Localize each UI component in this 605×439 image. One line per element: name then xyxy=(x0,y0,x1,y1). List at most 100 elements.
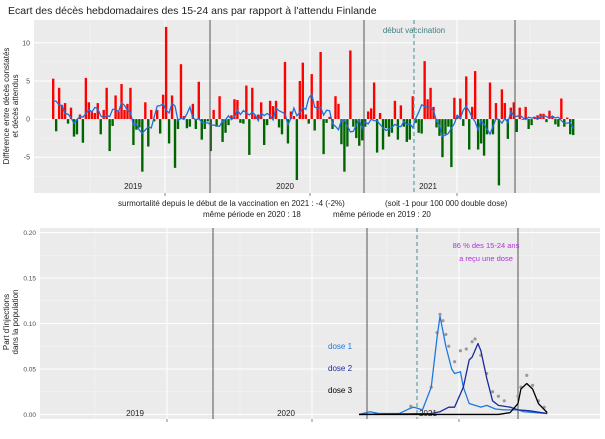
y-tick-label: 0.20 xyxy=(23,230,36,237)
bar xyxy=(132,119,135,145)
data-dot xyxy=(447,344,451,348)
bar xyxy=(450,119,453,168)
bar xyxy=(417,119,420,133)
bar xyxy=(260,102,263,120)
bar xyxy=(242,119,245,124)
bar xyxy=(176,119,180,129)
bar xyxy=(147,119,150,147)
bar xyxy=(262,119,266,145)
bar xyxy=(313,119,316,131)
bar xyxy=(102,109,105,120)
bar xyxy=(87,102,91,120)
bar xyxy=(215,119,218,127)
bar xyxy=(150,109,153,120)
bar xyxy=(248,119,251,155)
bar xyxy=(521,119,524,120)
data-dot xyxy=(490,390,495,394)
bar xyxy=(200,119,203,140)
dose-1-legend-label: dose 1 xyxy=(328,342,353,351)
bar xyxy=(325,119,328,123)
dose-3-line xyxy=(359,382,548,416)
bar xyxy=(69,107,73,120)
year-label: 2021 xyxy=(419,182,437,191)
bar xyxy=(441,119,444,158)
footer-line1-left: surmortalité depuis le début de la vacci… xyxy=(118,199,345,208)
bar xyxy=(352,119,355,127)
bar xyxy=(319,52,322,120)
bar xyxy=(156,109,159,120)
data-dot xyxy=(441,319,445,323)
bar xyxy=(75,119,79,135)
bar xyxy=(426,99,429,120)
bar xyxy=(473,71,477,120)
bar xyxy=(375,119,379,153)
bar xyxy=(340,119,343,145)
bar xyxy=(120,84,123,120)
bar xyxy=(185,119,189,129)
dose-2-legend-label: dose 2 xyxy=(328,364,353,373)
bar xyxy=(230,115,233,120)
bar xyxy=(251,87,254,120)
bar xyxy=(123,109,126,120)
bar xyxy=(167,119,171,144)
chart-title: Ecart des décès hebdomadaires des 15-24 … xyxy=(8,5,377,17)
y-tick-label: 10 xyxy=(22,40,30,47)
bar xyxy=(497,119,501,186)
bar xyxy=(188,119,192,127)
bar xyxy=(527,119,530,129)
bar xyxy=(158,119,162,134)
bar xyxy=(349,50,352,120)
bar xyxy=(414,119,417,123)
bar xyxy=(286,119,290,144)
bar xyxy=(479,119,483,144)
bar xyxy=(530,119,533,126)
bar xyxy=(307,119,310,124)
bar xyxy=(402,119,406,127)
bar xyxy=(554,119,557,125)
bar xyxy=(182,116,186,120)
bar xyxy=(557,119,560,127)
bar xyxy=(316,100,319,120)
bar xyxy=(108,119,111,152)
coverage-annotation-line2: a reçu une dose xyxy=(459,254,513,263)
bar xyxy=(93,112,96,120)
bar xyxy=(295,119,299,181)
y-tick-label: 5 xyxy=(26,78,30,85)
year-label: 2021 xyxy=(419,409,437,418)
bar xyxy=(399,105,403,120)
bar xyxy=(468,119,471,150)
bar xyxy=(254,115,257,120)
bar xyxy=(170,95,174,120)
bar xyxy=(566,117,569,120)
vaccination-annotation: début vaccination xyxy=(383,26,445,35)
y-axis-label-line1: Différence entre décès constatés xyxy=(2,48,11,165)
bar xyxy=(381,119,385,150)
y-tick-label: 0.00 xyxy=(23,412,36,419)
bar xyxy=(405,119,408,142)
bar xyxy=(179,64,183,120)
footer-line2-right: même période en 2019 : 20 xyxy=(333,210,431,219)
bar xyxy=(524,106,527,120)
year-label: 2020 xyxy=(276,182,294,191)
bar xyxy=(138,119,141,128)
bar xyxy=(111,119,114,126)
bar xyxy=(227,119,230,126)
bar xyxy=(63,103,67,120)
bar xyxy=(366,111,370,120)
y-tick-label: 0.10 xyxy=(23,321,36,328)
bar xyxy=(536,115,539,120)
bar xyxy=(500,89,504,120)
bar xyxy=(322,119,325,155)
bar xyxy=(358,119,361,146)
y-axis-label-line2: dans la population xyxy=(11,290,20,355)
bar xyxy=(396,119,400,140)
bar xyxy=(337,103,340,120)
bar xyxy=(105,87,108,120)
bar xyxy=(515,119,518,133)
bar xyxy=(212,109,215,120)
bar xyxy=(245,85,248,120)
bar xyxy=(197,81,200,120)
bar xyxy=(218,96,221,120)
bar xyxy=(129,87,132,120)
bar xyxy=(206,119,209,122)
